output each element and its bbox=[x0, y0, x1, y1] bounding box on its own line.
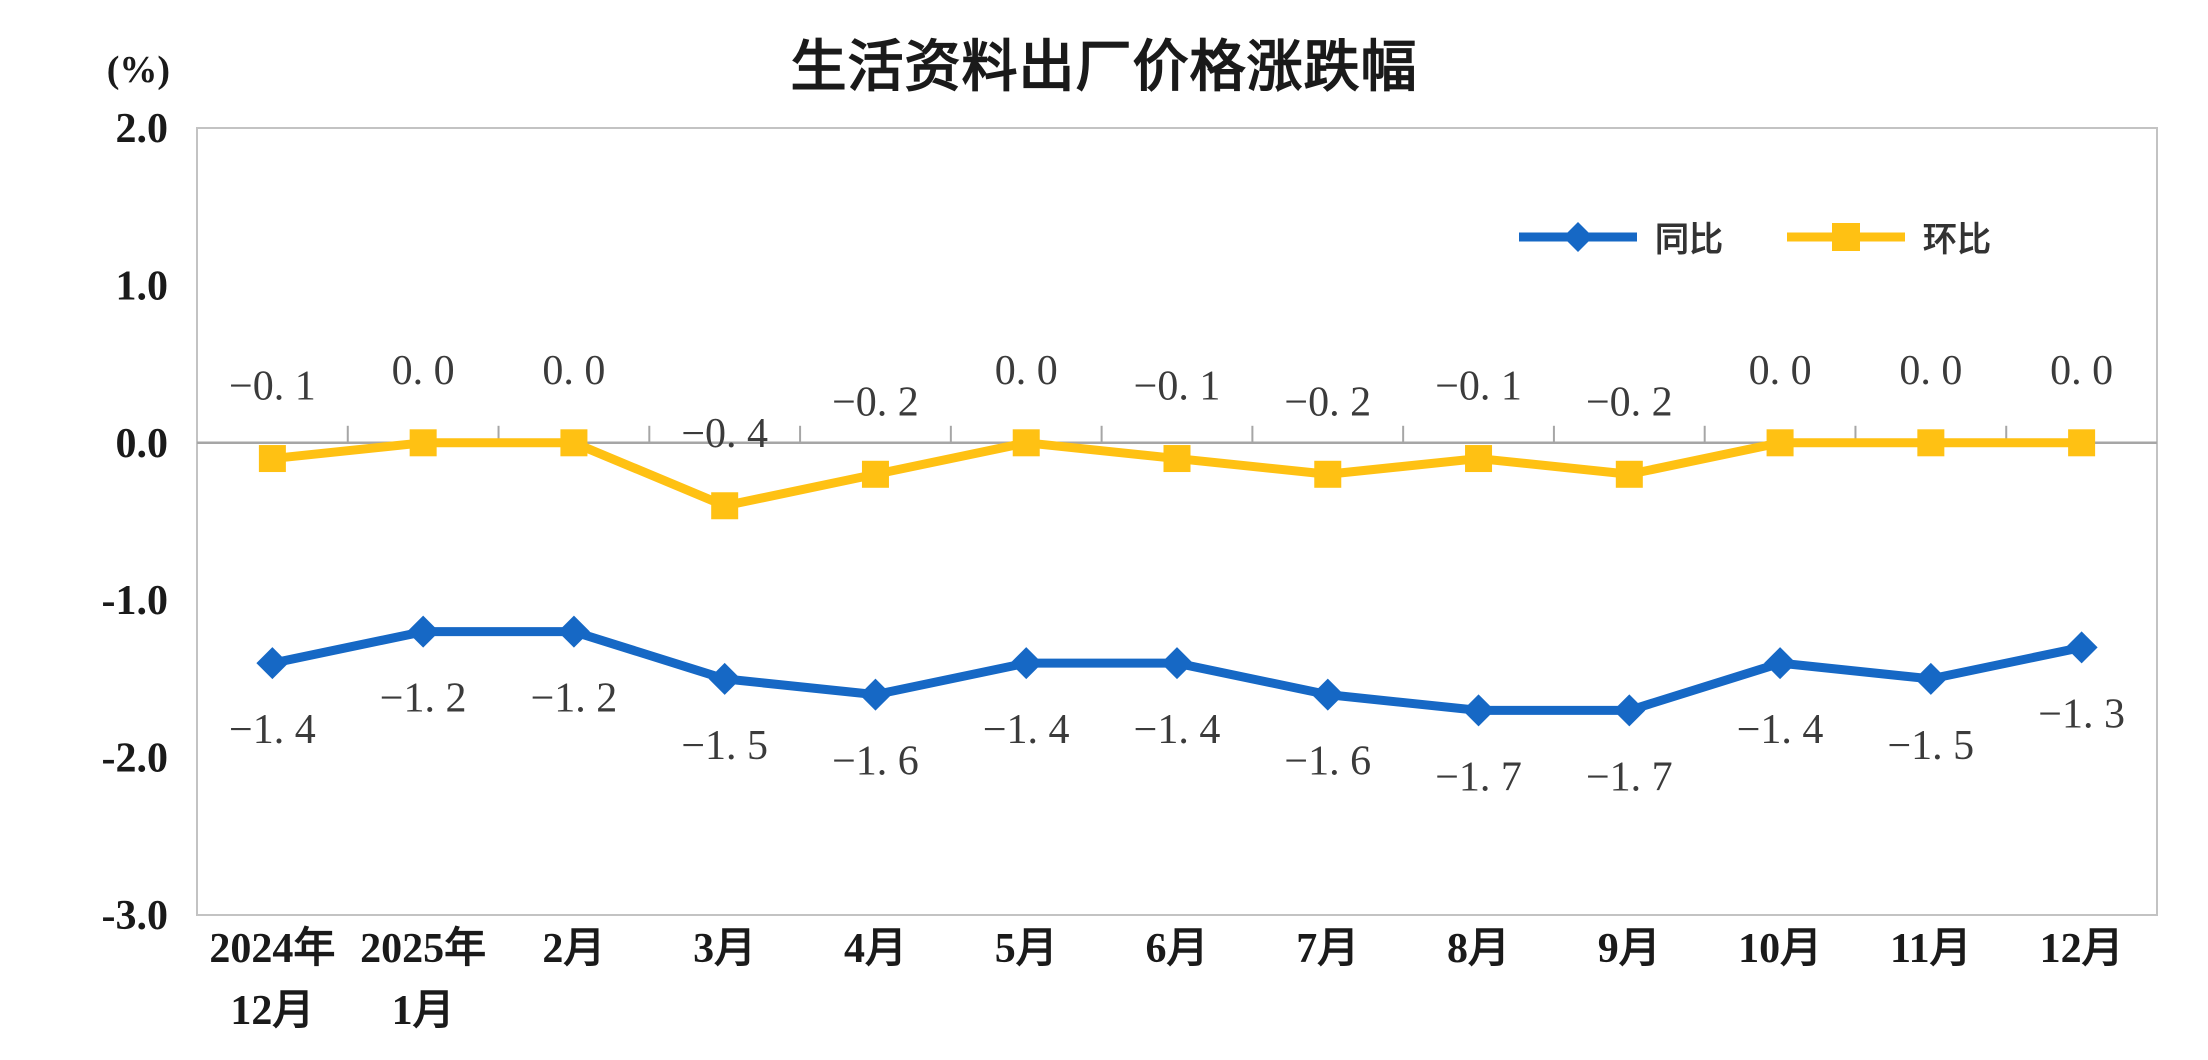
data-label: −0. 4 bbox=[681, 411, 768, 457]
x-tick-label: 4月 bbox=[844, 926, 907, 972]
diamond-marker bbox=[1010, 647, 1043, 680]
y-tick-label: -3.0 bbox=[102, 893, 169, 939]
y-tick-label: -1.0 bbox=[102, 578, 169, 624]
legend-item-huanbi: 环比 bbox=[1783, 212, 1991, 261]
x-tick-label: 12月 bbox=[2040, 926, 2124, 972]
diamond-marker bbox=[1914, 662, 1947, 695]
x-tick-label: 6月 bbox=[1145, 926, 1208, 972]
data-label: −1. 5 bbox=[681, 723, 768, 769]
data-label: −0. 1 bbox=[229, 364, 316, 410]
diamond-marker bbox=[1161, 647, 1193, 680]
square-marker bbox=[711, 492, 739, 520]
diamond-marker bbox=[1613, 694, 1646, 727]
data-label: −0. 2 bbox=[832, 379, 919, 425]
legend-label-huanbi: 环比 bbox=[1923, 221, 1991, 259]
square-marker bbox=[1163, 445, 1191, 473]
legend-label-tongbi: 同比 bbox=[1655, 221, 1723, 259]
data-label: −1. 4 bbox=[1134, 707, 1221, 753]
diamond-marker bbox=[2065, 631, 2098, 664]
data-label: −1. 7 bbox=[1435, 754, 1522, 800]
data-label: 0. 0 bbox=[1899, 348, 1962, 394]
diamond-marker bbox=[859, 678, 892, 711]
data-label: 0. 0 bbox=[2050, 348, 2113, 394]
diamond-marker bbox=[1311, 678, 1344, 711]
legend-item-tongbi: 同比 bbox=[1515, 212, 1723, 261]
x-tick-label: 7月 bbox=[1296, 926, 1359, 972]
data-label: −0. 2 bbox=[1284, 379, 1371, 425]
data-label: −1. 7 bbox=[1586, 754, 1673, 800]
diamond-marker bbox=[1462, 694, 1495, 727]
square-marker bbox=[409, 429, 437, 457]
square-marker bbox=[560, 429, 588, 457]
diamond-marker bbox=[1764, 647, 1797, 680]
data-label: −1. 3 bbox=[2038, 691, 2125, 737]
diamond-marker bbox=[256, 647, 289, 680]
square-marker bbox=[861, 460, 889, 488]
x-tick-label: 9月 bbox=[1598, 926, 1661, 972]
data-label: −1. 4 bbox=[229, 707, 316, 753]
data-label: −0. 2 bbox=[1586, 379, 1673, 425]
x-tick-label: 5月 bbox=[995, 926, 1058, 972]
square-marker bbox=[1615, 460, 1643, 488]
diamond-marker bbox=[708, 662, 741, 695]
square-marker bbox=[1465, 445, 1493, 473]
tongbi-line-diamond-icon bbox=[1519, 221, 1637, 252]
square-marker bbox=[1314, 460, 1342, 488]
chart-legend: 同比 环比 bbox=[1515, 212, 1991, 261]
x-tick-label: 2024年 bbox=[209, 925, 335, 972]
x-tick-label: 10月 bbox=[1738, 926, 1822, 972]
y-tick-label: 0.0 bbox=[116, 421, 169, 467]
data-label: −0. 1 bbox=[1134, 364, 1221, 410]
y-tick-label: -2.0 bbox=[102, 736, 169, 782]
square-marker bbox=[1766, 429, 1794, 457]
x-tick-label: 12月 bbox=[230, 988, 314, 1034]
x-tick-label: 11月 bbox=[1890, 926, 1972, 972]
data-label: −1. 6 bbox=[832, 739, 919, 785]
diamond-marker bbox=[557, 615, 590, 648]
data-label: −1. 2 bbox=[531, 676, 618, 722]
x-tick-label: 1月 bbox=[392, 988, 455, 1034]
huanbi-line-square-icon bbox=[1787, 222, 1905, 251]
data-label: 0. 0 bbox=[1749, 348, 1812, 394]
diamond-marker bbox=[407, 615, 440, 648]
data-label: −1. 2 bbox=[380, 676, 467, 722]
x-tick-label: 3月 bbox=[693, 926, 756, 972]
chart-title: 生活资料出厂价格涨跌幅 bbox=[790, 35, 1418, 98]
data-label: 0. 0 bbox=[542, 348, 605, 394]
y-axis-unit-label: (%) bbox=[106, 49, 170, 91]
data-label: 0. 0 bbox=[392, 348, 455, 394]
data-label: −1. 4 bbox=[1737, 707, 1824, 753]
x-tick-label: 8月 bbox=[1447, 926, 1510, 972]
square-marker bbox=[1012, 429, 1040, 457]
data-label: −1. 5 bbox=[1888, 723, 1975, 769]
data-label: −1. 4 bbox=[983, 707, 1070, 753]
x-tick-label: 2025年 bbox=[360, 925, 486, 972]
square-marker bbox=[1917, 429, 1945, 457]
y-tick-label: 1.0 bbox=[116, 263, 169, 309]
square-marker bbox=[258, 445, 286, 473]
square-marker bbox=[2068, 429, 2096, 457]
y-tick-label: 2.0 bbox=[116, 106, 169, 152]
data-label: −0. 1 bbox=[1435, 364, 1522, 410]
data-label: 0. 0 bbox=[995, 348, 1058, 394]
data-label: −1. 6 bbox=[1284, 739, 1371, 785]
x-tick-label: 2月 bbox=[542, 926, 605, 972]
plot-border bbox=[196, 127, 2158, 916]
